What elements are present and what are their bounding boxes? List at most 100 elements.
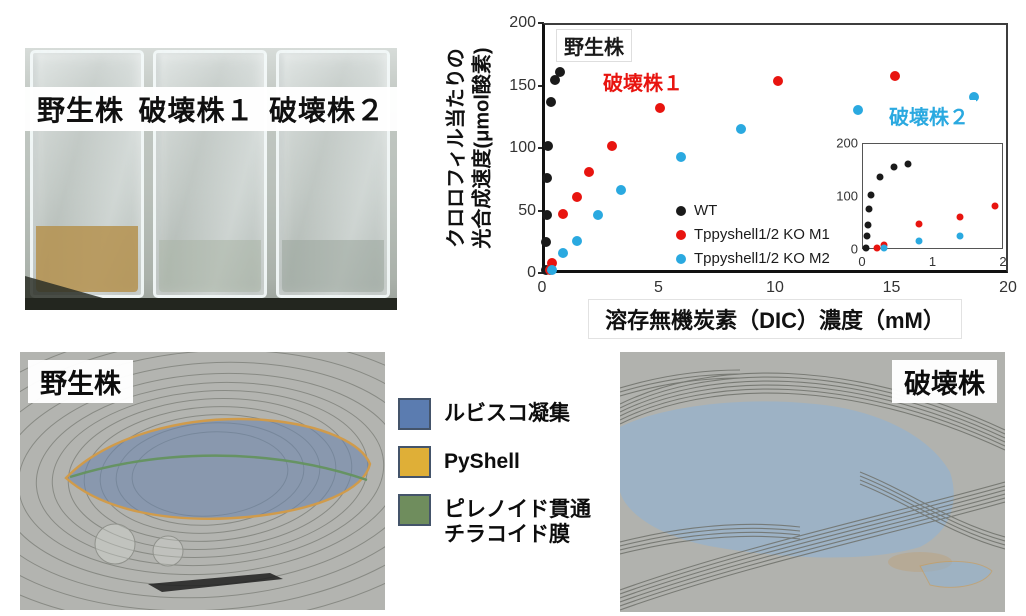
legend-item-thylakoid: ピレノイド貫通 チラコイド膜	[398, 494, 612, 547]
data-point	[541, 209, 552, 220]
data-point	[915, 220, 923, 228]
inset-y-axis-ticks: 0 100 200	[830, 136, 858, 257]
data-point	[593, 209, 603, 220]
data-point	[968, 92, 979, 103]
em-overlay-legend: ルビスコ凝集 PyShell ピレノイド貫通 チラコイド膜	[398, 398, 612, 547]
axis-tick-label: 200	[509, 14, 536, 31]
data-point	[558, 208, 569, 219]
legend-item-ko-m1: Tppyshell1/2 KO M1	[676, 226, 830, 243]
data-point	[542, 173, 553, 184]
data-point	[890, 163, 898, 171]
data-point	[915, 237, 923, 245]
data-point	[572, 235, 583, 246]
legend-marker-wt	[676, 205, 686, 216]
axis-tick-label: 50	[518, 201, 536, 219]
x-axis-title: 溶存無機炭素（DIC）濃度（mM）	[588, 299, 962, 339]
data-point	[583, 167, 594, 177]
axis-tick-label: 0	[858, 254, 866, 269]
axis-tick-label: 15	[882, 279, 901, 296]
axis-tick-label: 100	[509, 139, 536, 156]
em-wild-type-art	[20, 352, 385, 610]
axis-tick-label: 0	[537, 279, 547, 296]
pyshell-color-swatch	[398, 446, 431, 478]
pyshell-label: PyShell	[444, 450, 520, 473]
data-point	[546, 257, 557, 268]
em-label-disruption: 破壊株	[892, 360, 997, 403]
data-point	[956, 213, 964, 221]
flask-label-ko-2: 破壊株２	[268, 95, 385, 126]
data-point	[550, 75, 561, 86]
legend-label-wt: WT	[694, 202, 718, 219]
legend-marker-ko-m2	[676, 253, 686, 264]
x-axis-ticks: 0 5 10 15 20	[538, 279, 1017, 299]
axis-tick-label: 1	[928, 254, 937, 269]
annotation-wild-type: 野生株	[556, 29, 632, 62]
data-point	[991, 202, 999, 210]
data-point	[675, 152, 686, 163]
data-point	[853, 104, 864, 115]
flask-culture-liquid	[282, 240, 384, 292]
data-point	[606, 141, 617, 152]
flask-culture-liquid	[159, 240, 261, 292]
thylakoid-color-swatch	[398, 494, 431, 526]
data-point	[876, 173, 884, 181]
data-point	[956, 232, 964, 240]
vesicle-circle	[152, 535, 184, 567]
data-point	[772, 76, 783, 87]
small-rubisco-patch	[919, 561, 993, 588]
legend-marker-ko-m1	[676, 229, 686, 240]
data-point	[735, 124, 746, 135]
data-point	[546, 265, 557, 275]
main-chart	[541, 23, 1008, 275]
axis-tick-label: 5	[654, 279, 663, 296]
data-point	[545, 97, 556, 108]
data-point	[655, 103, 666, 114]
data-point	[572, 191, 583, 202]
axis-tick-label: 0	[527, 264, 536, 281]
em-label-wild-type: 野生株	[28, 360, 133, 403]
axis-tick-label: 100	[836, 188, 858, 204]
x-axis-title-wrap: 溶存無機炭素（DIC）濃度（mM）	[542, 299, 1008, 339]
legend-item-rubisco: ルビスコ凝集	[398, 398, 612, 430]
axis-tick-label: 200	[836, 135, 858, 151]
vesicle-circle	[94, 523, 136, 565]
dispersed-rubisco-overlay	[620, 401, 954, 558]
axis-tick-label: 2	[999, 254, 1007, 269]
rubisco-color-swatch	[398, 398, 431, 430]
flask-culture-liquid	[36, 226, 138, 292]
inset-x-axis-ticks: 0 1 2	[858, 254, 1007, 270]
y-axis-ticks: 0 50 100 150 200	[492, 14, 536, 281]
flask-label-ko-1: 破壊株１	[138, 95, 255, 126]
data-point	[904, 160, 912, 168]
legend-item-ko-m2: Tppyshell1/2 KO M2	[676, 250, 830, 267]
em-image-wild-type: 野生株	[20, 352, 385, 610]
thylakoid-membrane-stripes	[620, 369, 1005, 611]
rubisco-label: ルビスコ凝集	[444, 402, 570, 425]
data-point	[542, 141, 553, 152]
axis-tick-label: 150	[509, 76, 536, 94]
flask-label-wild-type: 野生株	[37, 95, 125, 126]
annotation-ko-2: 破壊株２	[882, 100, 976, 131]
data-point	[873, 244, 881, 252]
axis-tick-label: 0	[850, 241, 858, 257]
data-point	[616, 185, 627, 196]
thylakoid-label: ピレノイド貫通 チラコイド膜	[444, 498, 591, 547]
data-point	[558, 247, 569, 258]
data-point	[890, 71, 901, 82]
pyrenoid-penetrating-thylakoid-line	[69, 454, 368, 482]
main-chart-points	[541, 25, 1006, 275]
data-point	[554, 66, 565, 77]
em-image-disruption-strain: 破壊株	[620, 352, 1005, 612]
y-axis-title-line1: クロロフィル当たりの	[446, 48, 468, 248]
data-point	[864, 221, 872, 229]
chart-legend: WT Tppyshell1/2 KO M1 Tppyshell1/2 KO M2	[676, 202, 830, 267]
data-point	[541, 236, 552, 247]
legend-item-wt: WT	[676, 202, 830, 219]
legend-label-ko-m2: Tppyshell1/2 KO M2	[694, 250, 830, 267]
inset-chart-points	[862, 144, 1002, 252]
table-edge	[25, 298, 397, 310]
inset-chart	[862, 143, 1003, 252]
dark-streak	[148, 573, 283, 592]
legend-item-pyshell: PyShell	[398, 446, 612, 478]
